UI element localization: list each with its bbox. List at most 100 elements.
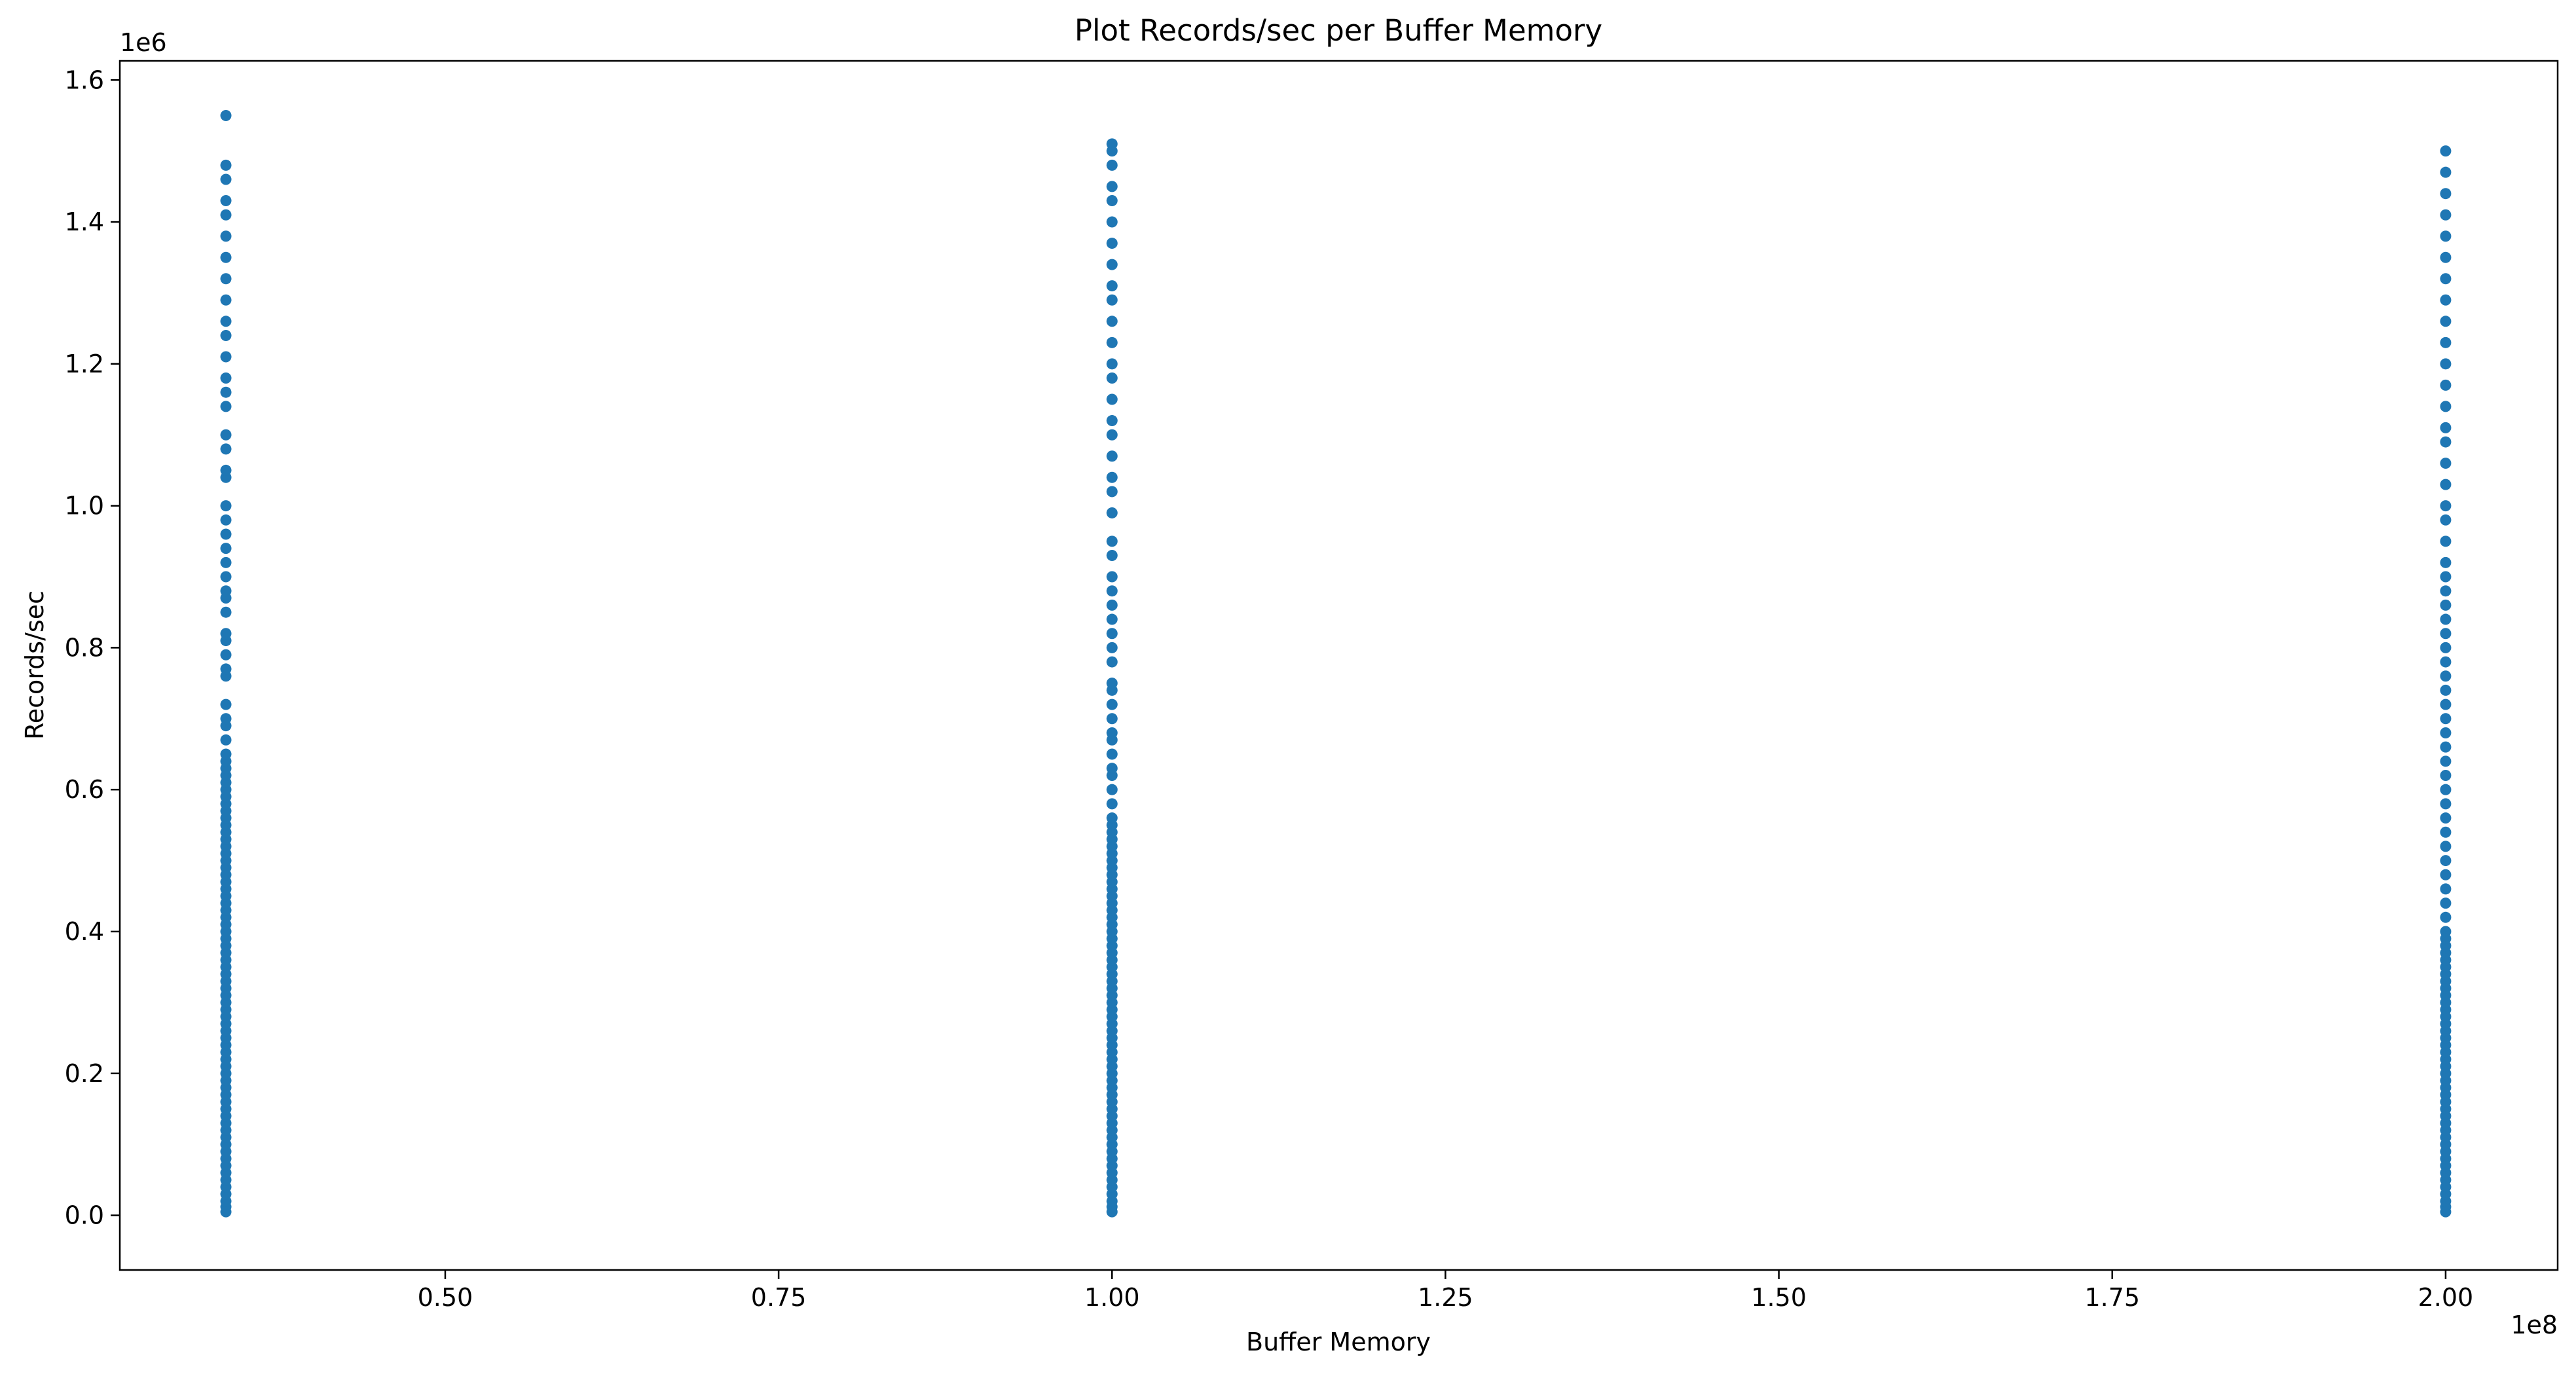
data-point bbox=[220, 698, 232, 710]
x-axis-offset-text: 1e8 bbox=[2511, 1311, 2558, 1339]
data-point bbox=[2440, 294, 2452, 306]
data-point bbox=[220, 571, 232, 583]
data-point bbox=[1106, 812, 1118, 824]
x-axis-ticks: 0.50 0.75 1.00 1.25 1.50 1.75 2.00 bbox=[418, 1270, 2473, 1312]
y-tick-label: 1.0 bbox=[65, 492, 104, 520]
data-point bbox=[220, 649, 232, 661]
data-point bbox=[220, 401, 232, 412]
data-point bbox=[220, 386, 232, 398]
data-point bbox=[2440, 869, 2452, 880]
y-tick-label: 0.0 bbox=[65, 1201, 104, 1230]
data-point bbox=[2440, 436, 2452, 448]
data-point bbox=[220, 209, 232, 221]
data-point bbox=[1106, 585, 1118, 597]
data-point bbox=[220, 500, 232, 512]
data-point bbox=[220, 748, 232, 760]
data-point bbox=[1106, 642, 1118, 653]
data-point bbox=[1106, 181, 1118, 192]
data-point bbox=[2440, 209, 2452, 221]
data-point bbox=[2440, 458, 2452, 469]
data-point bbox=[2440, 401, 2452, 412]
y-axis-label: Records/sec bbox=[20, 590, 49, 740]
data-point bbox=[2440, 166, 2452, 178]
data-point bbox=[1106, 727, 1118, 738]
data-point bbox=[1106, 429, 1118, 441]
data-point bbox=[1106, 656, 1118, 668]
data-point bbox=[2440, 698, 2452, 710]
data-point bbox=[2440, 784, 2452, 795]
data-point bbox=[1106, 713, 1118, 725]
data-point bbox=[1106, 471, 1118, 483]
data-point bbox=[220, 159, 232, 171]
data-point bbox=[2440, 479, 2452, 490]
data-point bbox=[2440, 230, 2452, 242]
y-tick-label: 0.8 bbox=[65, 633, 104, 662]
y-tick-label: 1.6 bbox=[65, 65, 104, 94]
data-point bbox=[220, 316, 232, 327]
data-point bbox=[220, 109, 232, 121]
y-tick-label: 0.6 bbox=[65, 775, 104, 804]
data-point bbox=[2440, 642, 2452, 653]
data-point bbox=[220, 543, 232, 554]
data-point bbox=[1106, 358, 1118, 370]
data-point bbox=[220, 734, 232, 746]
data-point bbox=[2440, 798, 2452, 810]
data-point bbox=[1106, 763, 1118, 774]
data-point bbox=[1106, 393, 1118, 405]
data-point bbox=[2440, 514, 2452, 526]
data-point bbox=[2440, 911, 2452, 923]
data-point bbox=[220, 329, 232, 341]
x-tick-label: 1.75 bbox=[2084, 1283, 2140, 1312]
data-point bbox=[1106, 748, 1118, 760]
y-tick-label: 0.2 bbox=[65, 1059, 104, 1088]
chart-title: Plot Records/sec per Buffer Memory bbox=[1075, 13, 1602, 48]
y-tick-label: 1.2 bbox=[65, 350, 104, 378]
data-points bbox=[220, 109, 2452, 1218]
data-point bbox=[2440, 741, 2452, 753]
data-point bbox=[220, 713, 232, 725]
data-point bbox=[1106, 571, 1118, 583]
data-point bbox=[2440, 841, 2452, 852]
data-point bbox=[1106, 138, 1118, 150]
x-tick-label: 0.75 bbox=[751, 1283, 807, 1312]
data-point bbox=[220, 429, 232, 441]
data-point bbox=[1106, 216, 1118, 228]
data-point bbox=[220, 606, 232, 618]
data-point bbox=[1106, 628, 1118, 640]
data-point bbox=[1106, 195, 1118, 207]
data-point bbox=[2440, 770, 2452, 782]
data-point bbox=[2440, 336, 2452, 348]
y-tick-label: 1.4 bbox=[65, 208, 104, 236]
data-point bbox=[220, 351, 232, 363]
data-point bbox=[220, 173, 232, 185]
data-point bbox=[2440, 926, 2452, 937]
data-point bbox=[220, 514, 232, 526]
data-point bbox=[2440, 826, 2452, 838]
data-point bbox=[1106, 316, 1118, 327]
data-point bbox=[2440, 585, 2452, 597]
data-point bbox=[2440, 273, 2452, 285]
y-tick-label: 0.4 bbox=[65, 917, 104, 946]
data-point bbox=[1106, 698, 1118, 710]
data-point bbox=[2440, 628, 2452, 640]
data-point bbox=[1106, 336, 1118, 348]
data-point bbox=[2440, 500, 2452, 512]
data-point bbox=[2440, 684, 2452, 696]
data-point bbox=[1106, 678, 1118, 689]
data-point bbox=[220, 628, 232, 640]
data-point bbox=[2440, 316, 2452, 327]
data-point bbox=[1106, 280, 1118, 292]
data-point bbox=[1106, 784, 1118, 795]
data-point bbox=[2440, 898, 2452, 909]
data-point bbox=[1106, 450, 1118, 462]
data-point bbox=[2440, 727, 2452, 738]
data-point bbox=[1106, 238, 1118, 249]
data-point bbox=[2440, 812, 2452, 824]
data-point bbox=[1106, 798, 1118, 810]
data-point bbox=[220, 294, 232, 306]
data-point bbox=[2440, 656, 2452, 668]
data-point bbox=[220, 195, 232, 207]
